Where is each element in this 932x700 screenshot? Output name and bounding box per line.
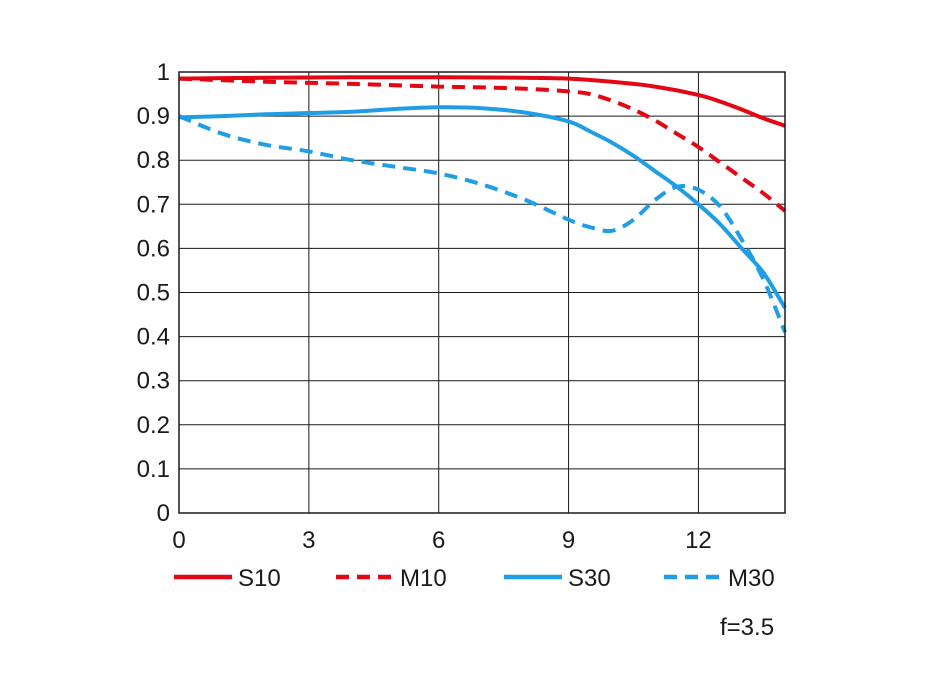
series-line-m10 bbox=[178, 76, 787, 213]
y-tick-label: 0.1 bbox=[137, 456, 170, 483]
legend-label-s30: S30 bbox=[568, 565, 611, 592]
y-tick-label: 0.8 bbox=[137, 147, 170, 174]
y-tick-label: 0 bbox=[157, 500, 170, 527]
y-tick-label: 0.4 bbox=[137, 324, 170, 351]
x-axis-ticks: 0 3 6 9 12 bbox=[172, 527, 711, 554]
y-tick-label: 0.2 bbox=[137, 412, 170, 439]
legend-label-m30: M30 bbox=[728, 565, 775, 592]
y-tick-label: 0.6 bbox=[137, 235, 170, 262]
x-tick-label: 6 bbox=[432, 527, 445, 554]
legend-label-s10: S10 bbox=[238, 565, 281, 592]
series-layer bbox=[178, 75, 787, 333]
aperture-note: f=3.5 bbox=[720, 614, 775, 641]
y-tick-label: 0.7 bbox=[137, 191, 170, 218]
x-tick-label: 0 bbox=[172, 527, 185, 554]
legend: S10 M10 S30 M30 bbox=[174, 565, 775, 592]
y-tick-label: 0.3 bbox=[137, 368, 170, 395]
grid bbox=[179, 72, 785, 513]
series-line-s10 bbox=[178, 75, 786, 128]
x-tick-label: 12 bbox=[685, 527, 712, 554]
y-tick-label: 0.9 bbox=[137, 103, 170, 130]
series-line-s30 bbox=[178, 105, 787, 309]
legend-label-m10: M10 bbox=[400, 565, 447, 592]
series-line-m30 bbox=[178, 114, 787, 333]
y-axis-ticks: 0 0.1 0.2 0.3 0.4 0.5 0.6 0.7 0.8 0.9 1 bbox=[137, 59, 170, 527]
y-tick-label: 0.5 bbox=[137, 280, 170, 307]
x-tick-label: 9 bbox=[562, 527, 575, 554]
x-tick-label: 3 bbox=[302, 527, 315, 554]
plot-frame bbox=[178, 71, 786, 514]
y-tick-label: 1 bbox=[157, 59, 170, 86]
